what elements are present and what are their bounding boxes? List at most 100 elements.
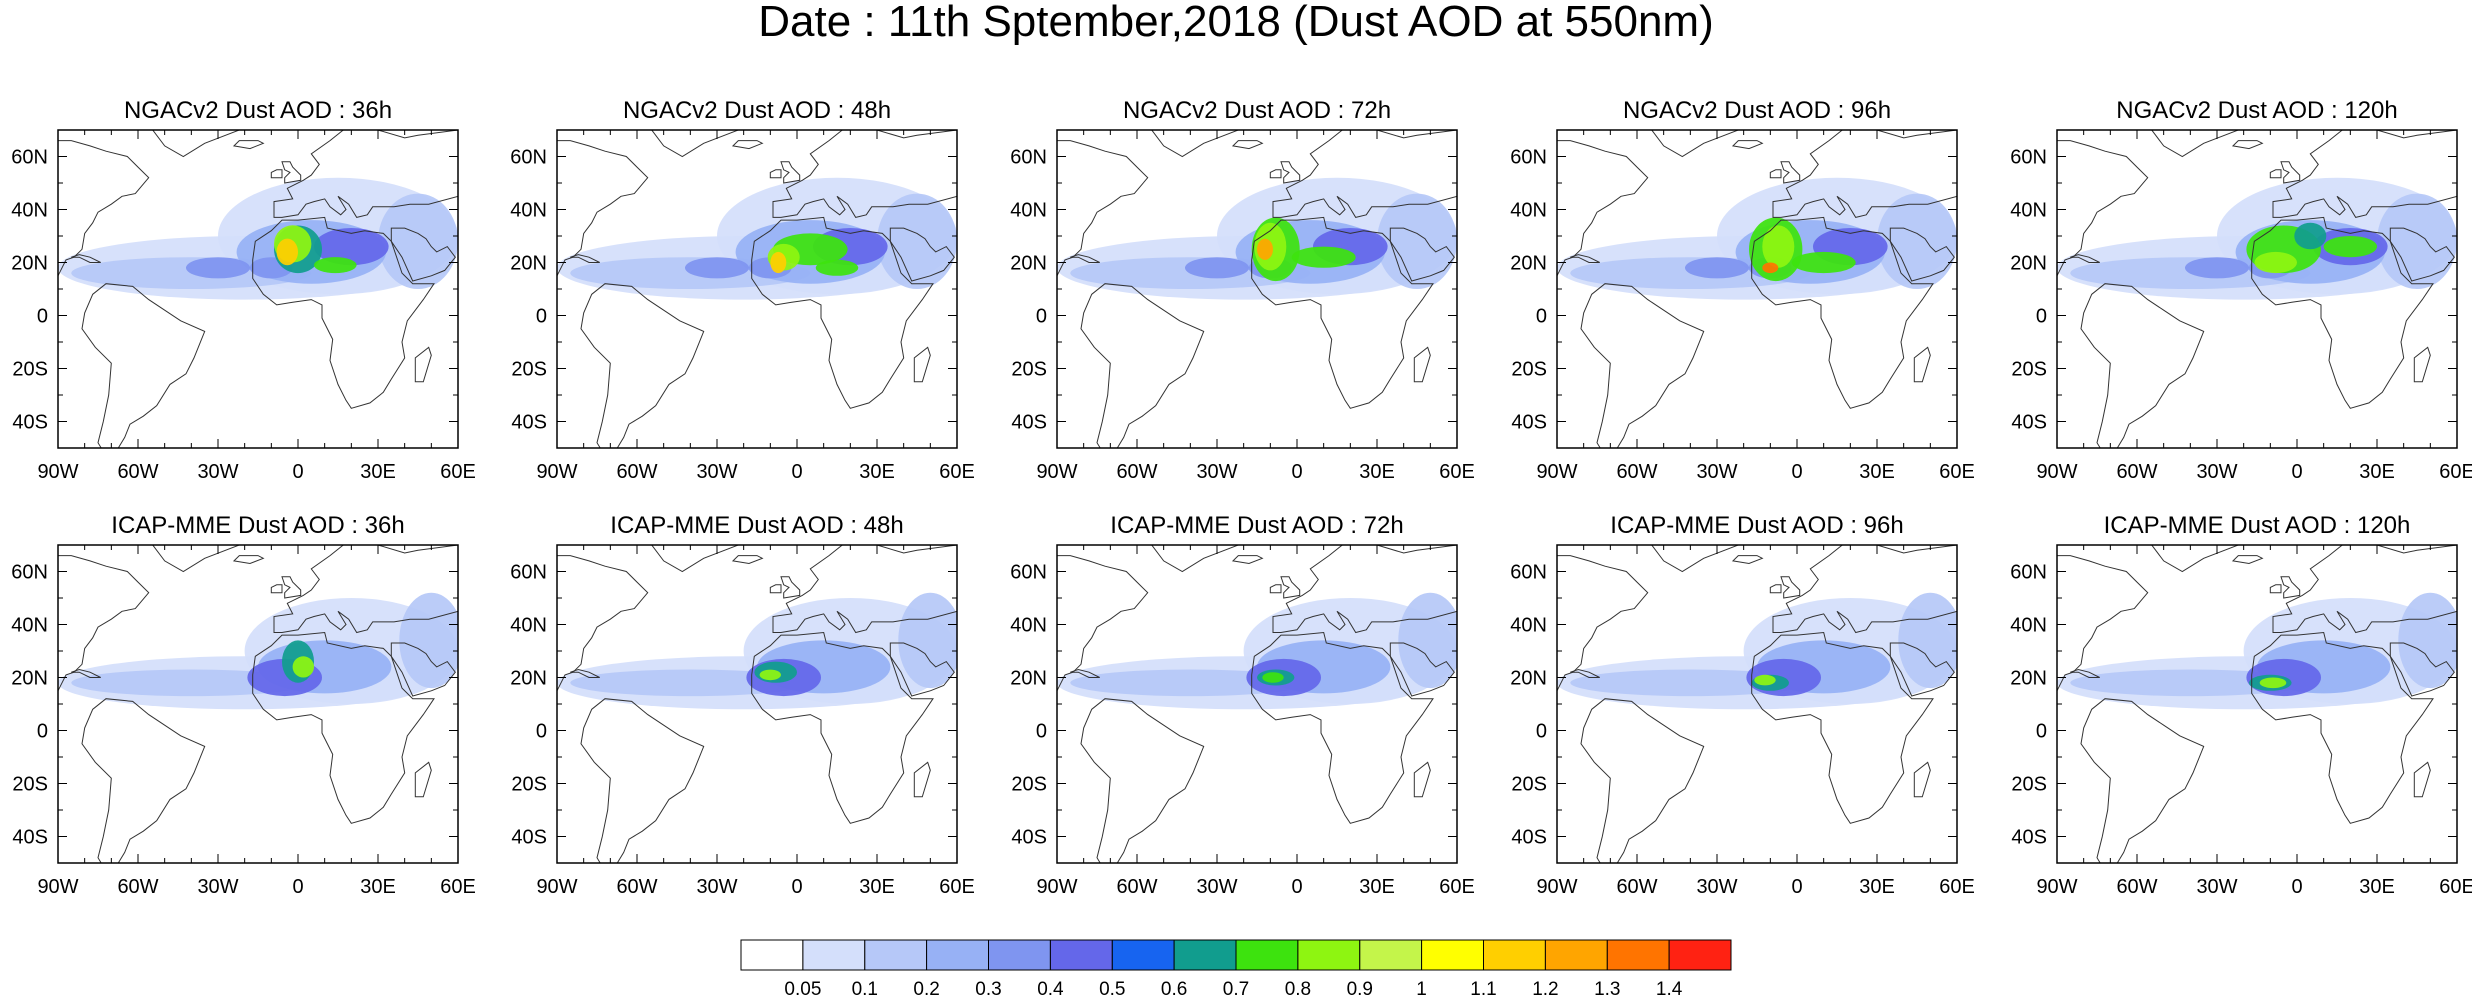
lon-label: 0 (1791, 876, 1802, 898)
lon-label: 60W (2116, 461, 2157, 483)
coastlines (58, 130, 458, 448)
colorbar-label: 0.05 (784, 979, 821, 995)
ireland-outline (769, 169, 782, 179)
north-america-outline (1057, 555, 1149, 692)
dust-aod-field (2057, 177, 2457, 300)
colorbar-swatch (988, 939, 1051, 971)
lon-label: 30E (859, 461, 895, 483)
colorbar-swatch (1173, 939, 1237, 971)
lon-label: 30W (1196, 461, 1237, 483)
lat-label: 20S (12, 359, 48, 381)
lon-label: 0 (1791, 461, 1802, 483)
colorbar-label: 0.7 (1223, 979, 1249, 995)
lon-label: 60E (1939, 461, 1975, 483)
iceland-outline (731, 555, 764, 565)
colorbar-label: 0.9 (1347, 979, 1373, 995)
aod-contour (2254, 251, 2297, 274)
lon-label: 60W (616, 461, 657, 483)
aod-contour (1291, 246, 1356, 268)
lat-label: 20S (1511, 774, 1547, 796)
lon-label: 0 (2291, 461, 2302, 483)
south-america-outline (1080, 698, 1205, 863)
lat-label: 0 (1036, 306, 1047, 328)
lat-label: 20N (2010, 668, 2047, 690)
colorbar-swatch (1359, 939, 1423, 971)
colorbar-swatch (740, 939, 804, 971)
colorbar-label: 0.8 (1285, 979, 1311, 995)
europe-outline (273, 545, 458, 634)
colorbar-swatch (1606, 939, 1670, 971)
britain-outline (780, 161, 801, 184)
north-america-outline (58, 555, 150, 692)
panel-title: ICAP-MME Dust AOD : 120h (2104, 512, 2411, 539)
greenland-outline (2151, 130, 2239, 158)
lat-label: 40S (12, 827, 48, 849)
panel-title: NGACv2 Dust AOD : 96h (1623, 97, 1891, 124)
lat-label: 0 (1536, 721, 1547, 743)
europe-outline (2272, 130, 2457, 218)
panel-title: NGACv2 Dust AOD : 72h (1123, 97, 1391, 124)
lon-label: 60E (939, 461, 975, 483)
arabia-outline (2389, 642, 2455, 697)
map-panel: NGACv2 Dust AOD : 36h 90W 60W 30W 0 30E 60E 60N… (11, 97, 476, 483)
lat-label: 60N (1510, 147, 1547, 169)
colorbar-swatch (1483, 939, 1546, 971)
panel-title: NGACv2 Dust AOD : 120h (2116, 97, 2397, 124)
coastlines (557, 130, 957, 448)
lon-label: 30E (1859, 461, 1895, 483)
lat-label: 40N (2010, 200, 2047, 222)
colorbar-label: 0.3 (975, 979, 1001, 995)
lat-label: 40S (511, 827, 547, 849)
colorbar-label: 1.4 (1656, 979, 1683, 995)
lon-label: 90W (1036, 876, 1077, 898)
greenland-outline (1151, 130, 1239, 158)
north-america-outline (1557, 140, 1649, 277)
arabia-outline (1889, 227, 1955, 282)
lat-label: 60N (11, 147, 48, 169)
lat-label: 40N (1010, 615, 1047, 637)
page-title: Date : 11th Sptember,2018 (Dust AOD at 5… (758, 0, 1714, 46)
map-panel: NGACv2 Dust AOD : 72h 90W 60W 30W 0 30E 60E 60N… (1010, 97, 1475, 483)
dust-aod-field (1057, 592, 1457, 710)
britain-outline (1780, 576, 1801, 599)
lon-label: 90W (1536, 461, 1577, 483)
lat-label: 0 (1036, 721, 1047, 743)
lon-label: 0 (1291, 461, 1302, 483)
aod-contour (276, 238, 298, 266)
colorbar-label: 0.6 (1161, 979, 1187, 995)
map-panel: NGACv2 Dust AOD : 120h 90W 60W 30W 0 30E 60E 60… (2010, 97, 2472, 483)
lon-label: 90W (536, 461, 577, 483)
panel-title: ICAP-MME Dust AOD : 36h (111, 512, 404, 539)
aod-contour (314, 228, 389, 266)
lon-label: 60W (2116, 876, 2157, 898)
britain-outline (2280, 576, 2301, 599)
lon-label: 90W (1036, 461, 1077, 483)
africa-outline (1251, 216, 1434, 409)
aod-contour (1898, 592, 1957, 689)
europe-outline (1272, 130, 1457, 218)
aod-contour (1762, 262, 1779, 274)
south-america-outline (2080, 283, 2205, 448)
aod-contour (1377, 193, 1457, 289)
panel-title: ICAP-MME Dust AOD : 72h (1110, 512, 1403, 539)
europe-outline (1772, 545, 1957, 634)
iceland-outline (2231, 140, 2264, 150)
lat-label: 40N (1510, 200, 1547, 222)
lat-label: 60N (2010, 562, 2047, 584)
lat-label: 40N (1010, 200, 1047, 222)
iceland-outline (1731, 140, 1764, 150)
cuba-outline (2070, 668, 2100, 678)
arabia-outline (2389, 227, 2455, 282)
lon-label: 60W (1616, 461, 1657, 483)
lat-label: 0 (536, 721, 547, 743)
panel-title: NGACv2 Dust AOD : 36h (124, 97, 392, 124)
north-america-outline (557, 140, 649, 277)
africa-outline (1751, 216, 1934, 409)
greenland-outline (1651, 130, 1739, 158)
cuba-outline (1570, 668, 1600, 678)
lat-label: 40N (11, 200, 48, 222)
lon-label: 30E (859, 876, 895, 898)
britain-outline (2280, 161, 2301, 184)
map-panel: ICAP-MME Dust AOD : 120h 90W 60W 30W 0 30E 60E… (2010, 512, 2472, 898)
arabia-outline (390, 642, 456, 697)
